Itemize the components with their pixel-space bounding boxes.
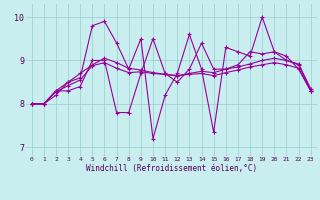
X-axis label: Windchill (Refroidissement éolien,°C): Windchill (Refroidissement éolien,°C) bbox=[86, 164, 257, 173]
